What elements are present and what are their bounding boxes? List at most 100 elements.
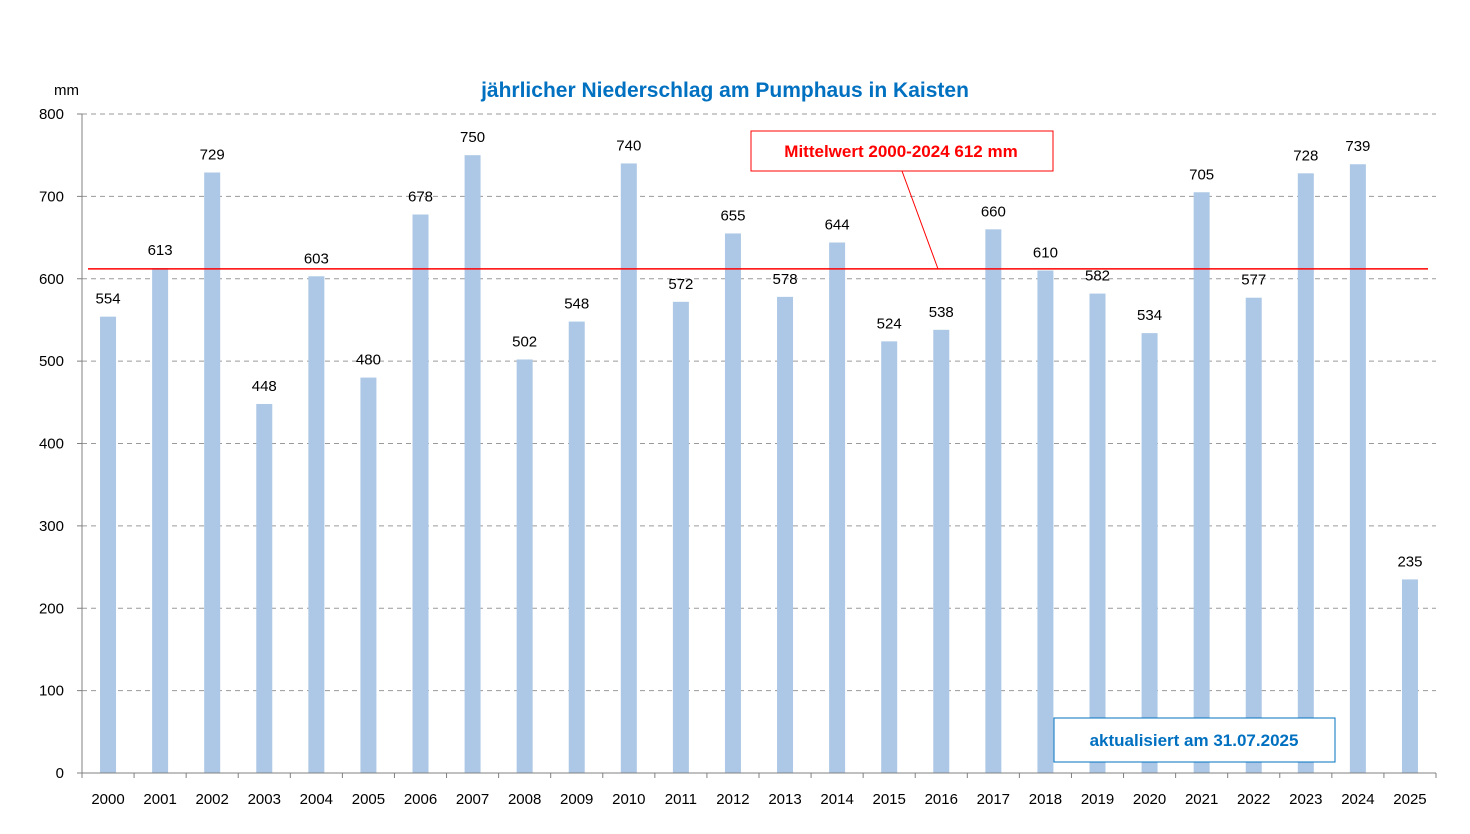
y-tick-label: 400 <box>39 436 64 453</box>
x-tick-label: 2023 <box>1289 791 1322 808</box>
x-tick-label: 2016 <box>925 791 958 808</box>
update-note: aktualisiert am 31.07.2025 <box>1053 717 1336 763</box>
bar <box>881 341 898 773</box>
bar <box>152 268 169 773</box>
x-tick-label: 2007 <box>456 791 489 808</box>
x-tick-label: 2022 <box>1237 791 1270 808</box>
x-tick-label: 2001 <box>143 791 176 808</box>
x-tick-label: 2012 <box>716 791 749 808</box>
bar <box>516 359 533 773</box>
x-tick-label: 2011 <box>665 791 697 808</box>
bar <box>1349 164 1366 773</box>
data-label: 538 <box>929 304 954 321</box>
data-label: 705 <box>1189 166 1214 183</box>
update-note-label: aktualisiert am 31.07.2025 <box>1090 731 1299 750</box>
data-label: 578 <box>773 271 798 288</box>
bar <box>308 276 325 773</box>
mean-leader-line <box>901 170 939 270</box>
y-tick-label: 100 <box>39 683 64 700</box>
mean-annotation: Mittelwert 2000-2024 612 mm <box>88 130 1428 270</box>
bar <box>360 377 377 773</box>
y-tick-label: 0 <box>56 765 64 782</box>
y-tick-label: 300 <box>39 518 64 535</box>
data-label: 655 <box>720 207 745 224</box>
x-tick-label: 2009 <box>560 791 593 808</box>
bar <box>672 301 689 773</box>
bar <box>620 163 637 774</box>
data-label: 524 <box>877 315 902 332</box>
bar <box>1401 579 1418 773</box>
x-tick-label: 2024 <box>1341 791 1374 808</box>
bar <box>412 214 429 773</box>
y-tick-label: 800 <box>39 106 64 123</box>
bar <box>724 233 741 774</box>
bars <box>100 155 1418 774</box>
y-tick-label: 200 <box>39 600 64 617</box>
chart-title: jährlicher Niederschlag am Pumphaus in K… <box>480 79 969 102</box>
data-label: 577 <box>1241 272 1266 289</box>
bar <box>777 296 794 773</box>
data-labels: 554 613 729 448 603 480 678 750 502 548 740 572 655 5… <box>96 129 1423 570</box>
data-label: 603 <box>304 250 329 267</box>
y-axis-unit-label: mm <box>54 82 79 99</box>
bar <box>1089 293 1106 773</box>
bar <box>1193 192 1210 774</box>
data-label: 448 <box>252 378 277 395</box>
x-tick-label: 2006 <box>404 791 437 808</box>
x-tick-label: 2020 <box>1133 791 1166 808</box>
mean-label: Mittelwert 2000-2024 612 mm <box>784 142 1017 161</box>
data-label: 480 <box>356 352 381 369</box>
bar <box>100 316 117 773</box>
data-label: 660 <box>981 203 1006 220</box>
x-tick-label: 2018 <box>1029 791 1062 808</box>
x-tick-label: 2008 <box>508 791 541 808</box>
data-label: 613 <box>148 242 173 259</box>
bar <box>464 155 481 773</box>
data-label: 678 <box>408 188 433 205</box>
data-label: 502 <box>512 333 537 350</box>
x-tick-label: 2000 <box>91 791 124 808</box>
bar <box>933 329 950 773</box>
x-tick-label: 2010 <box>612 791 645 808</box>
data-label: 534 <box>1137 307 1162 324</box>
data-label: 644 <box>825 217 850 234</box>
data-label: 728 <box>1293 147 1318 164</box>
x-tick-label: 2014 <box>820 791 853 808</box>
bar <box>985 229 1002 773</box>
axes: 0 100 200 300 400 500 600 700 800 2000 2001 2002 200… <box>39 106 1437 808</box>
x-tick-label: 2013 <box>768 791 801 808</box>
bar <box>568 321 585 773</box>
x-tick-label: 2005 <box>352 791 385 808</box>
update-note-box <box>1053 717 1336 763</box>
data-label: 750 <box>460 129 485 146</box>
bar <box>1141 333 1158 773</box>
bar <box>204 172 221 773</box>
data-label: 582 <box>1085 268 1110 285</box>
bar <box>1245 297 1262 773</box>
y-tick-label: 700 <box>39 188 64 205</box>
data-label: 610 <box>1033 245 1058 262</box>
bar <box>1297 173 1314 773</box>
x-tick-label: 2025 <box>1393 791 1426 808</box>
bar <box>1037 270 1054 773</box>
x-tick-label: 2003 <box>248 791 281 808</box>
bar <box>829 242 846 773</box>
data-label: 729 <box>200 146 225 163</box>
data-label: 548 <box>564 296 589 313</box>
data-label: 235 <box>1397 553 1422 570</box>
x-tick-label: 2015 <box>873 791 906 808</box>
y-tick-label: 500 <box>39 353 64 370</box>
bar <box>256 403 273 773</box>
data-label: 572 <box>668 276 693 293</box>
data-label: 739 <box>1345 138 1370 155</box>
x-tick-label: 2004 <box>300 791 333 808</box>
data-label: 740 <box>616 137 641 154</box>
mean-label-box <box>750 130 1054 172</box>
x-tick-label: 2021 <box>1185 791 1218 808</box>
data-label: 554 <box>96 291 121 308</box>
x-tick-label: 2017 <box>977 791 1010 808</box>
x-tick-label: 2019 <box>1081 791 1114 808</box>
gridlines <box>82 113 1436 692</box>
x-tick-label: 2002 <box>196 791 229 808</box>
